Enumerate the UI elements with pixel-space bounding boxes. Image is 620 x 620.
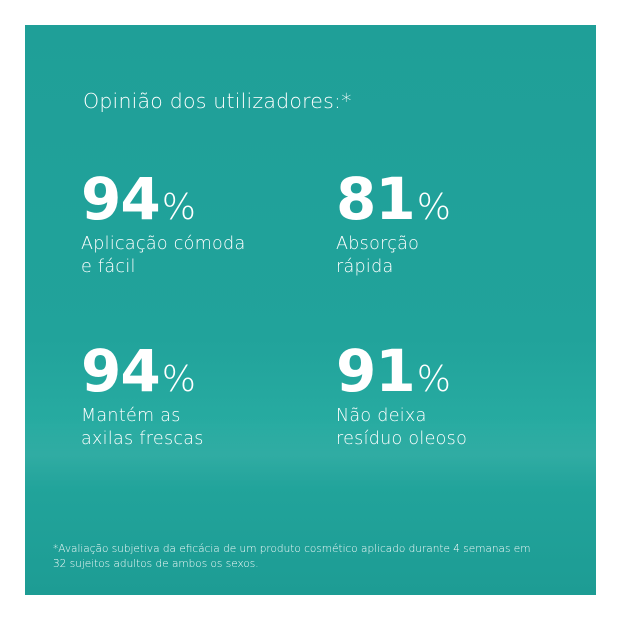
stat-value: 91 % bbox=[336, 339, 576, 403]
percent-sign: % bbox=[161, 359, 196, 400]
stat-label-line: Absorção bbox=[336, 234, 420, 254]
stat-label-line: rápida bbox=[336, 257, 394, 277]
footnote-line: 32 sujeitos adultos de ambos os sexos. bbox=[53, 558, 259, 570]
stat-number: 91 bbox=[336, 337, 416, 405]
stat-number: 94 bbox=[81, 337, 161, 405]
stat-number: 81 bbox=[336, 165, 416, 233]
footnote-line: *Avaliação subjetiva da eficácia de um p… bbox=[53, 543, 531, 555]
stat-label-line: axilas frescas bbox=[81, 429, 204, 449]
stat-quick-absorption: 81 % Absorção rápida bbox=[336, 167, 576, 279]
stat-value: 81 % bbox=[336, 167, 576, 231]
stat-label-line: Mantém as bbox=[81, 406, 181, 426]
panel-heading: Opinião dos utilizadores:* bbox=[83, 89, 352, 113]
stat-label-line: Não deixa bbox=[336, 406, 427, 426]
stat-no-oily-residue: 91 % Não deixa resíduo oleoso bbox=[336, 339, 576, 451]
stat-label: Mantém as axilas frescas bbox=[81, 405, 321, 451]
stat-label: Absorção rápida bbox=[336, 233, 576, 279]
percent-sign: % bbox=[161, 187, 196, 228]
stat-value: 94 % bbox=[81, 339, 321, 403]
stat-fresh-underarms: 94 % Mantém as axilas frescas bbox=[81, 339, 321, 451]
percent-sign: % bbox=[416, 359, 451, 400]
stat-label-line: resíduo oleoso bbox=[336, 429, 468, 449]
stat-label-line: e fácil bbox=[81, 257, 136, 277]
stat-label: Aplicação cómoda e fácil bbox=[81, 233, 321, 279]
percent-sign: % bbox=[416, 187, 451, 228]
user-opinion-panel: Opinião dos utilizadores:* 94 % Aplicaçã… bbox=[25, 25, 596, 595]
footnote: *Avaliação subjetiva da eficácia de um p… bbox=[53, 542, 583, 572]
stat-label: Não deixa resíduo oleoso bbox=[336, 405, 576, 451]
stat-label-line: Aplicação cómoda bbox=[81, 234, 246, 254]
stat-easy-application: 94 % Aplicação cómoda e fácil bbox=[81, 167, 321, 279]
stat-number: 94 bbox=[81, 165, 161, 233]
stat-value: 94 % bbox=[81, 167, 321, 231]
